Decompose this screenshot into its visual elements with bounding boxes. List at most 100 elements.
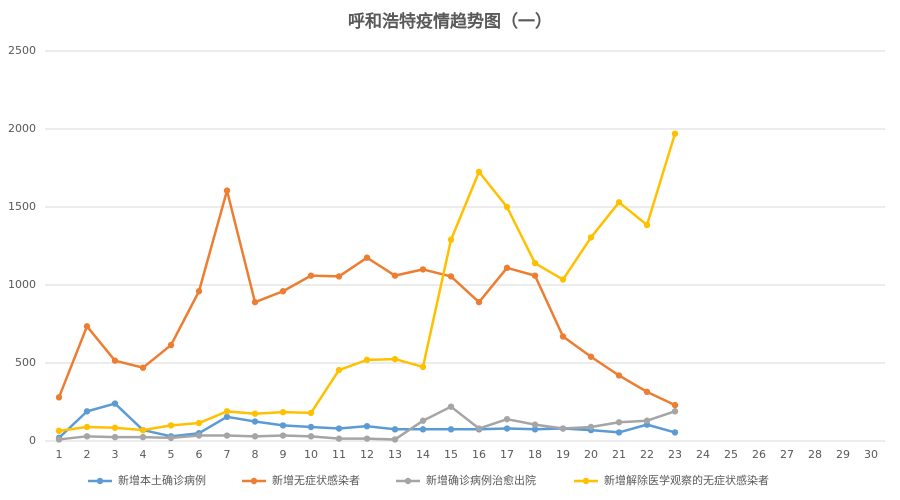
- point: [55, 436, 63, 443]
- point: [671, 130, 679, 137]
- point: [83, 423, 91, 431]
- point: [419, 426, 427, 433]
- point: [335, 435, 343, 442]
- point: [503, 415, 511, 423]
- x-tick-label: 27: [780, 448, 794, 461]
- point: [363, 356, 371, 364]
- x-tick-label: 14: [416, 448, 430, 461]
- point: [447, 273, 455, 280]
- legend-marker: [250, 477, 258, 485]
- point: [671, 429, 679, 436]
- series-line: [57, 189, 676, 407]
- x-tick-label: 6: [196, 448, 203, 461]
- point: [391, 272, 399, 279]
- point: [671, 401, 679, 409]
- x-tick-label: 21: [612, 448, 626, 461]
- point: [531, 259, 539, 267]
- x-tick-label: 2: [84, 448, 91, 461]
- x-tick-label: 24: [696, 448, 710, 461]
- point: [83, 433, 91, 440]
- point: [559, 333, 567, 340]
- point: [363, 422, 371, 430]
- x-tick-label: 25: [724, 448, 738, 461]
- x-tick-label: 13: [388, 448, 402, 461]
- y-tick-label: 2000: [8, 122, 36, 135]
- point: [531, 272, 539, 279]
- point: [503, 203, 511, 211]
- legend-label: 新增无症状感染者: [272, 473, 360, 487]
- x-tick-label: 17: [500, 448, 514, 461]
- point: [335, 366, 343, 374]
- point: [111, 357, 119, 364]
- point: [363, 435, 371, 442]
- point: [615, 429, 623, 436]
- x-tick-label: 20: [584, 448, 598, 461]
- x-tick-label: 10: [304, 448, 318, 461]
- point: [643, 388, 651, 396]
- x-tick-label: 29: [836, 448, 850, 461]
- point: [307, 272, 315, 279]
- x-tick-label: 3: [112, 448, 119, 461]
- point: [335, 273, 343, 280]
- point: [671, 408, 679, 415]
- point: [195, 419, 203, 427]
- point: [139, 364, 147, 371]
- point: [335, 425, 343, 432]
- point: [83, 408, 91, 415]
- point: [391, 355, 399, 363]
- point: [167, 341, 175, 349]
- point: [363, 254, 371, 261]
- point: [419, 363, 427, 371]
- point: [251, 410, 259, 417]
- legend-marker: [404, 477, 412, 485]
- x-tick-label: 4: [140, 448, 147, 461]
- point: [447, 426, 455, 433]
- point: [531, 421, 539, 428]
- point: [587, 353, 595, 360]
- point: [111, 400, 119, 407]
- point: [223, 187, 231, 194]
- x-tick-label: 5: [168, 448, 175, 461]
- legend-label: 新增确诊病例治愈出院: [426, 473, 536, 487]
- x-tick-label: 7: [224, 448, 231, 461]
- point: [139, 426, 147, 434]
- point: [167, 422, 175, 429]
- y-tick-label: 0: [29, 434, 36, 447]
- point: [307, 433, 315, 440]
- point: [223, 408, 231, 415]
- x-tick-label: 18: [528, 448, 542, 461]
- point: [195, 288, 203, 295]
- legend-label: 新增解除医学观察的无症状感染者: [604, 473, 769, 487]
- point: [251, 298, 259, 306]
- point: [419, 266, 427, 273]
- point: [615, 199, 623, 206]
- point: [475, 298, 483, 306]
- point: [643, 417, 651, 424]
- x-tick-label: 1: [56, 448, 63, 461]
- legend-marker: [96, 477, 104, 485]
- point: [251, 418, 259, 425]
- point: [447, 236, 455, 243]
- legend-marker: [582, 477, 590, 485]
- legend-label: 新增本土确诊病例: [118, 473, 206, 487]
- point: [559, 276, 567, 283]
- y-tick-label: 500: [15, 356, 36, 369]
- point: [223, 413, 231, 421]
- point: [615, 419, 623, 426]
- point: [55, 427, 63, 435]
- series-line: [58, 402, 676, 439]
- point: [55, 394, 63, 401]
- point: [615, 372, 623, 379]
- x-tick-label: 22: [640, 448, 654, 461]
- x-tick-label: 15: [444, 448, 458, 461]
- point: [643, 221, 651, 229]
- point: [391, 436, 399, 443]
- series-line: [58, 133, 677, 433]
- point: [587, 234, 595, 241]
- x-tick-label: 9: [280, 448, 287, 461]
- point: [475, 168, 483, 176]
- y-tick-label: 1000: [8, 278, 36, 291]
- point: [279, 422, 287, 429]
- point: [139, 433, 147, 441]
- x-tick-label: 28: [808, 448, 822, 461]
